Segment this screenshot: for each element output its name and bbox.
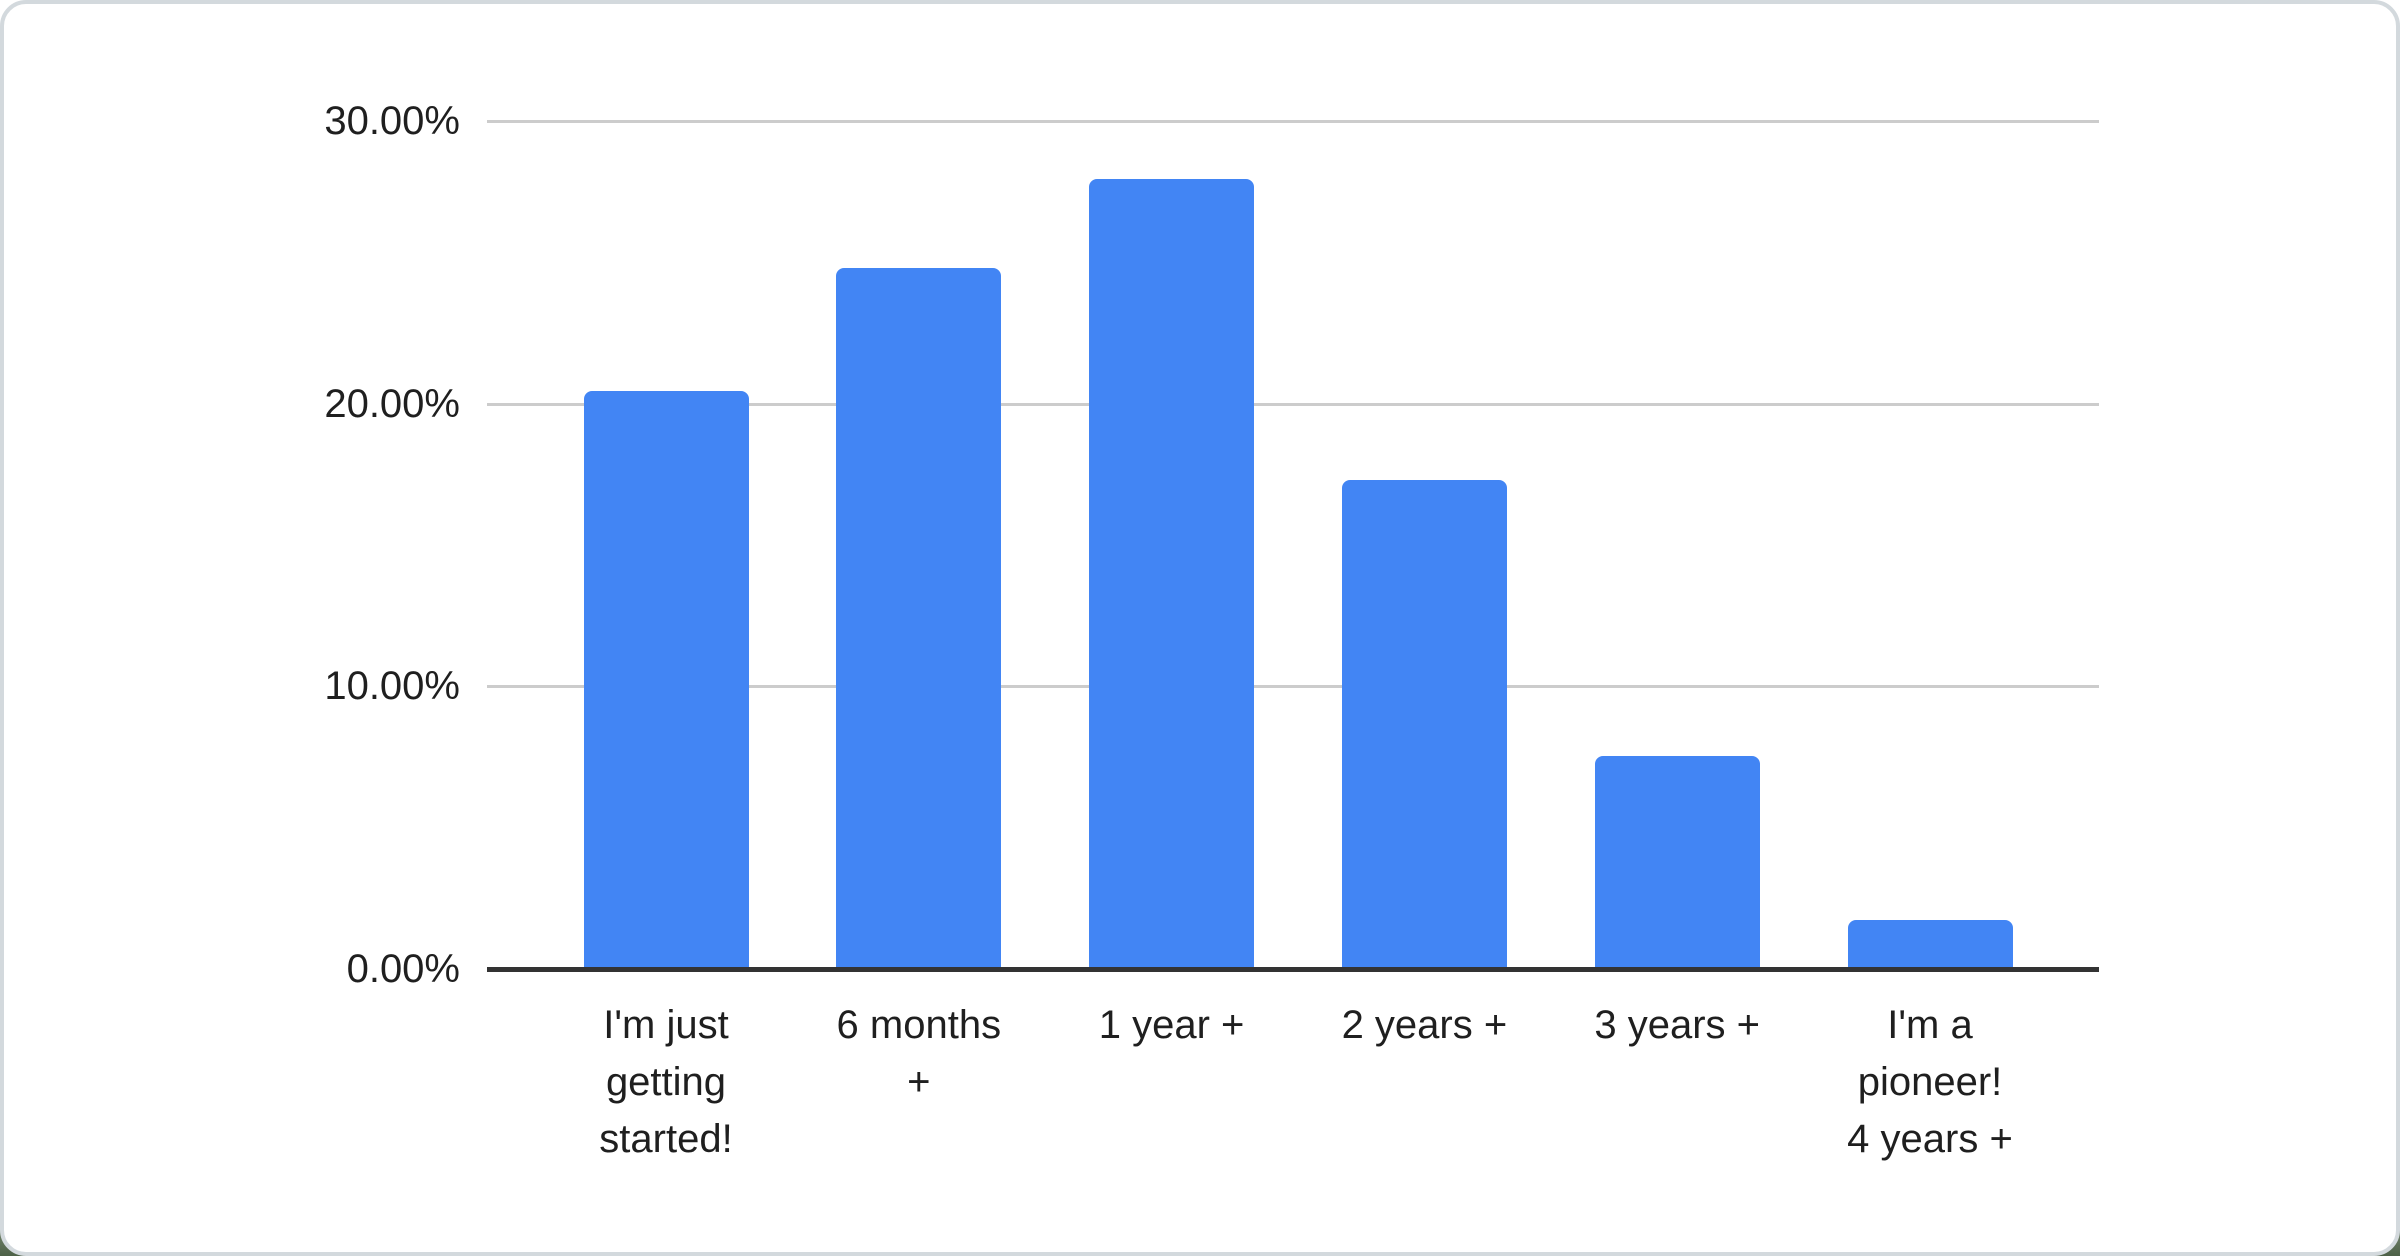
bar-5 (1594, 755, 1760, 969)
x-axis-category-label: 3 years + (1594, 1003, 1761, 1047)
x-axis-category-label: 6 months + (836, 1003, 1002, 1104)
bar-1 (583, 390, 749, 969)
bar-2 (836, 267, 1002, 969)
x-axis-category-label: 1 year + (1098, 1003, 1245, 1047)
x-axis-category-label: I'm a pioneer! 4 years + (1847, 1003, 2013, 1161)
gridline-30pct (487, 119, 2099, 123)
gridline-20pct (487, 402, 2099, 406)
y-axis-tick-label: 10.00% (324, 664, 460, 709)
x-axis-category-label: 2 years + (1341, 1003, 1508, 1047)
gridline-10pct (487, 685, 2099, 689)
x-axis-line (487, 967, 2099, 972)
bar-3 (1089, 178, 1255, 969)
bar-6 (1847, 919, 2013, 969)
y-axis-tick-label: 20.00% (324, 381, 460, 426)
bar-4 (1341, 479, 1507, 969)
y-axis-tick-label: 30.00% (324, 98, 460, 143)
y-axis-tick-label: 0.00% (346, 947, 460, 991)
x-axis-category-label: I'm just getting started! (599, 1003, 733, 1161)
